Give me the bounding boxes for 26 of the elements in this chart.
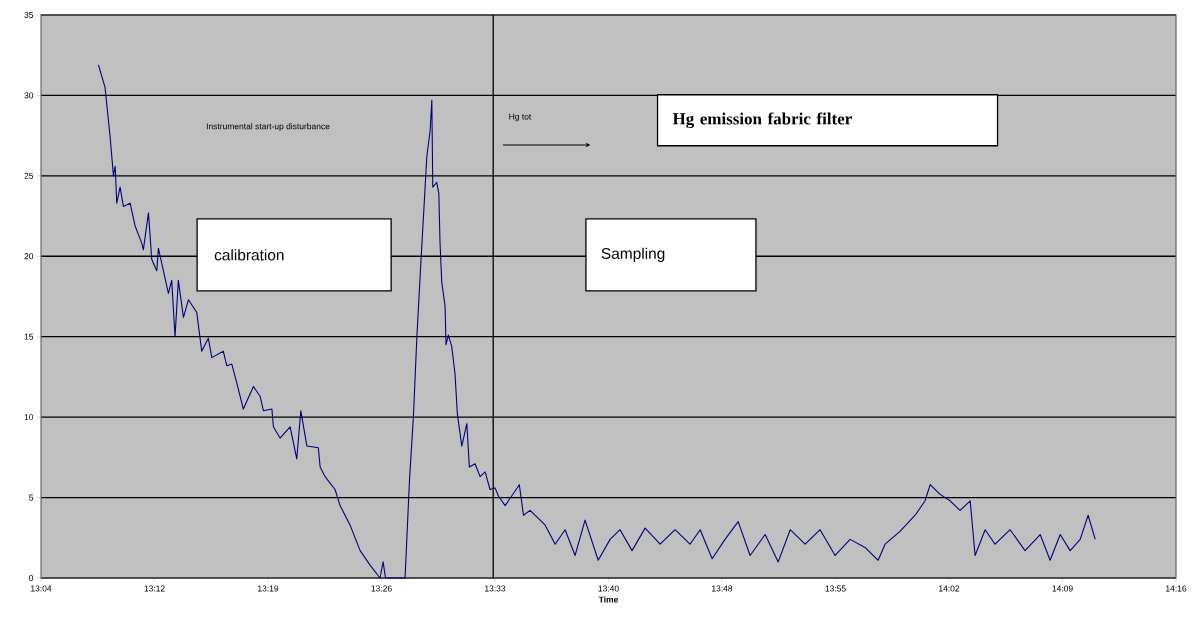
x-tick-label: 13:40 — [598, 585, 619, 592]
annotation: Sampling — [601, 247, 665, 263]
x-tick-label: 13:04 — [31, 585, 52, 592]
x-tick-label: 13:19 — [258, 585, 279, 592]
y-tick-label: 5 — [29, 494, 34, 501]
annotation: calibration — [214, 249, 284, 261]
x-tick-label: 14:09 — [1052, 585, 1073, 592]
x-axis-title: Time — [598, 596, 619, 603]
x-tick-label: 14:02 — [939, 585, 960, 592]
y-tick-label: 30 — [24, 92, 34, 99]
y-tick-label: 25 — [24, 172, 34, 179]
y-tick-label: 0 — [29, 574, 34, 581]
x-tick-label: 13:55 — [825, 585, 846, 592]
y-tick-label: 15 — [24, 333, 34, 340]
line-series — [97, 64, 1096, 579]
x-tick-label: 13:33 — [485, 585, 506, 592]
annotation: Hg emission fabric filter — [672, 112, 852, 129]
x-tick-label: 13:26 — [371, 585, 392, 592]
y-tick-label: 35 — [24, 11, 34, 18]
annotation: Instrumental start-up disturbance — [206, 123, 330, 131]
x-tick-label: 14:16 — [1166, 585, 1187, 592]
x-tick-label: 13:48 — [712, 585, 733, 592]
x-tick-label: 13:12 — [144, 585, 165, 592]
y-tick-label: 20 — [24, 253, 34, 260]
annotation: Hg tot — [509, 113, 532, 122]
y-tick-label: 10 — [24, 414, 34, 421]
